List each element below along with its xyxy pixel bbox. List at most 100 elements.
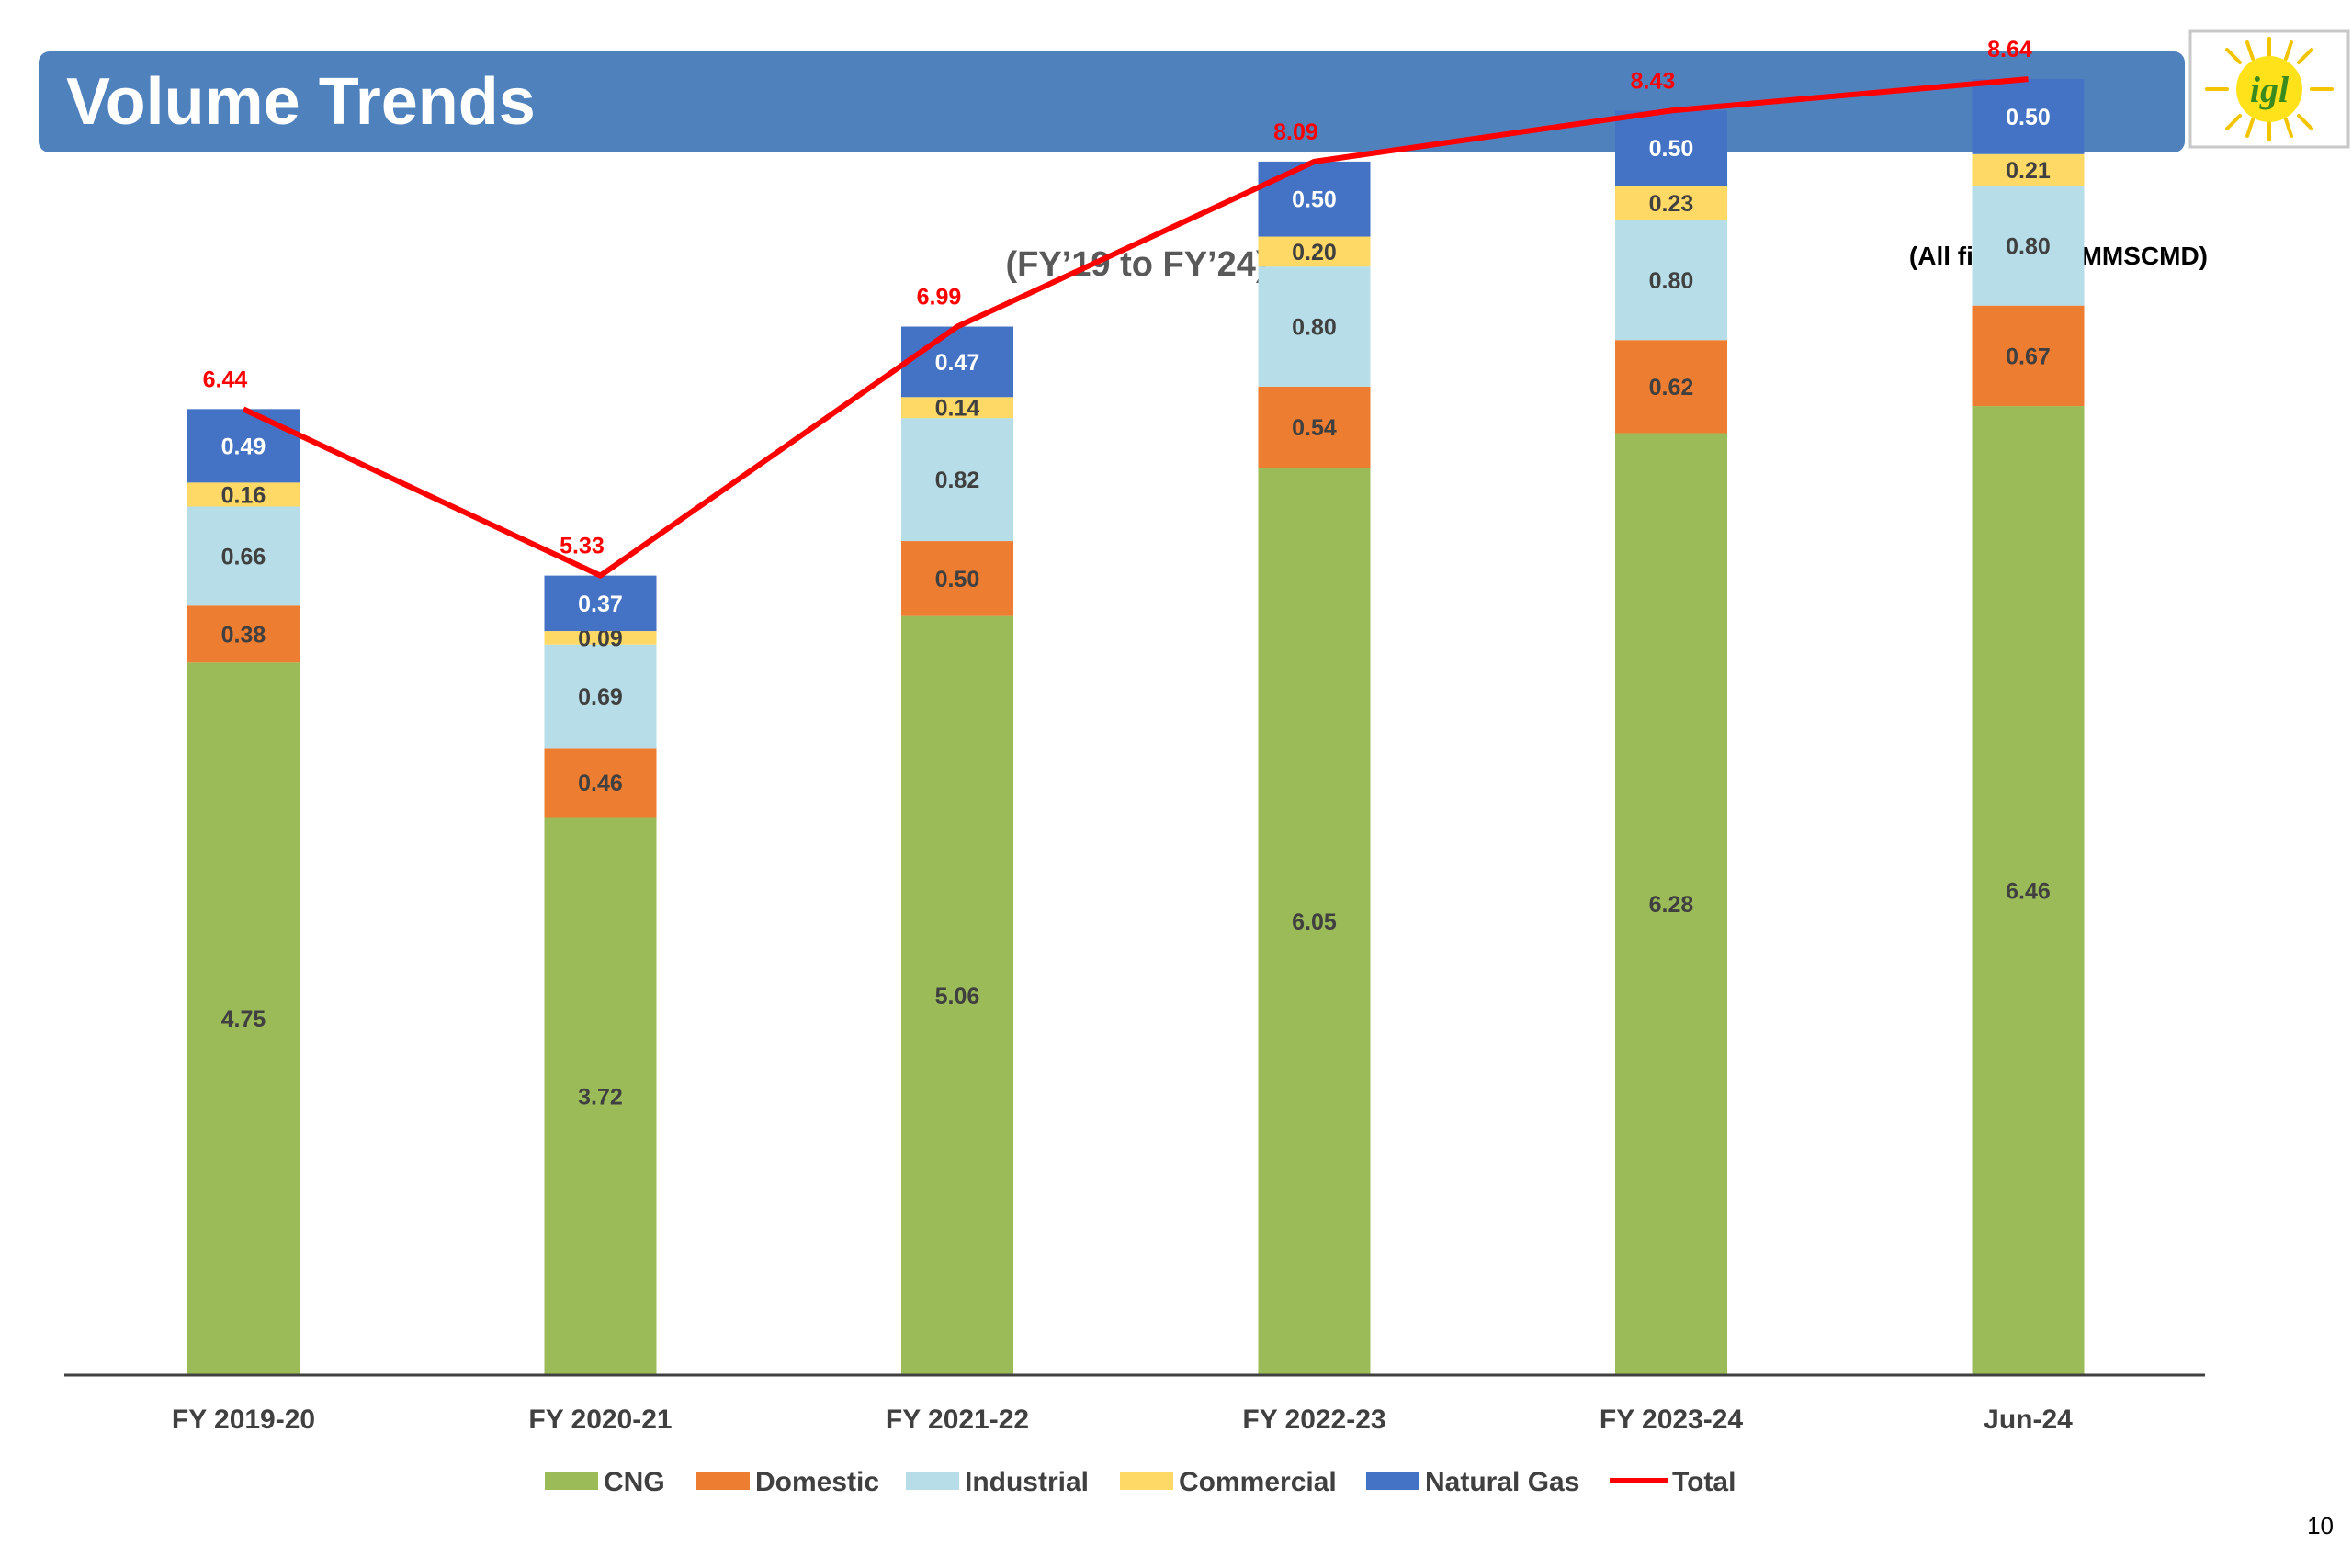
data-label-domestic-jun-24: 0.67 [2006, 344, 2051, 369]
total-label-fy-2021-22: 6.99 [917, 285, 962, 310]
bar-cng-jun-24 [1972, 406, 2085, 1375]
legend-item-industrial: Industrial [906, 1467, 1089, 1497]
bar-natural-gas-fy-2023-24 [1615, 110, 1727, 186]
data-label-cng-jun-24: 6.46 [2006, 879, 2051, 905]
bar-industrial-fy-2019-20 [187, 506, 300, 606]
bar-stack-fy-2022-23: 6.05 0.54 0.80 0.20 0.50 [1258, 161, 1371, 1375]
data-label-cng-fy-2022-23: 6.05 [1292, 909, 1337, 935]
legend-item-natural-gas: Natural Gas [1366, 1467, 1579, 1497]
bar-domestic-fy-2022-23 [1258, 386, 1371, 468]
bar-natural-gas-fy-2022-23 [1258, 161, 1371, 237]
legend-swatch-industrial [906, 1472, 959, 1490]
bar-natural-gas-jun-24 [1972, 79, 2085, 154]
bar-domestic-fy-2020-21 [544, 748, 657, 818]
bar-commercial-fy-2021-22 [901, 397, 1013, 419]
data-label-natural-gas-fy-2022-23: 0.50 [1292, 187, 1337, 213]
legend-label-cng: CNG [604, 1467, 665, 1497]
legend-item-cng: CNG [545, 1467, 665, 1497]
bar-domestic-fy-2023-24 [1615, 340, 1727, 434]
bar-stack-fy-2021-22: 5.06 0.50 0.82 0.14 0.47 [901, 326, 1013, 1375]
total-label-fy-2022-23: 8.09 [1273, 119, 1318, 145]
bar-domestic-fy-2019-20 [187, 605, 300, 663]
data-label-commercial-fy-2023-24: 0.23 [1649, 191, 1694, 217]
data-label-natural-gas-fy-2020-21: 0.37 [578, 592, 623, 617]
data-label-commercial-fy-2022-23: 0.20 [1292, 240, 1337, 265]
legend-item-total: Total [1610, 1467, 1736, 1497]
total-label-fy-2019-20: 6.44 [203, 367, 248, 392]
data-label-commercial-jun-24: 0.21 [2006, 158, 2051, 184]
legend-label-industrial: Industrial [965, 1467, 1089, 1497]
data-label-commercial-fy-2019-20: 0.16 [221, 482, 266, 508]
data-label-domestic-fy-2021-22: 0.50 [935, 567, 980, 592]
data-label-commercial-fy-2021-22: 0.14 [935, 396, 980, 422]
total-line [242, 76, 2029, 579]
x-tick-label-jun-24: Jun-24 [1984, 1404, 2073, 1435]
sun-rays [2205, 37, 2334, 141]
x-tick-label-fy-2020-21: FY 2020-21 [528, 1404, 672, 1435]
legend-label-domestic: Domestic [755, 1467, 879, 1497]
data-label-industrial-jun-24: 0.80 [2006, 233, 2051, 259]
page-number: 10 [2307, 1512, 2334, 1540]
sun-disc [2236, 56, 2302, 122]
legend-swatch-domestic [696, 1472, 750, 1490]
data-label-industrial-fy-2023-24: 0.80 [1649, 268, 1694, 294]
igl-logo: igl [2188, 29, 2350, 149]
bar-stack-fy-2019-20: 4.75 0.38 0.66 0.16 0.49 [187, 409, 300, 1375]
logo-text: igl [2250, 69, 2290, 110]
x-tick-label-fy-2022-23: FY 2022-23 [1242, 1404, 1385, 1435]
bar-stack-jun-24: 6.46 0.67 0.80 0.21 0.50 [1972, 79, 2085, 1375]
bar-industrial-fy-2021-22 [901, 418, 1013, 542]
legend-swatch-cng [545, 1472, 598, 1490]
bar-natural-gas-fy-2021-22 [901, 326, 1013, 398]
total-line-layer: 6.44 5.33 6.99 8.09 8.43 8.64 [203, 37, 2032, 579]
bar-cng-fy-2019-20 [187, 662, 300, 1375]
data-label-industrial-fy-2019-20: 0.66 [221, 544, 266, 570]
legend-label-total: Total [1672, 1467, 1736, 1497]
data-label-domestic-fy-2022-23: 0.54 [1292, 415, 1337, 441]
x-tick-label-fy-2023-24: FY 2023-24 [1600, 1404, 1744, 1435]
bar-cng-fy-2023-24 [1615, 433, 1727, 1375]
legend-label-commercial: Commercial [1179, 1467, 1337, 1497]
bar-domestic-fy-2021-22 [901, 541, 1013, 616]
data-label-industrial-fy-2022-23: 0.80 [1292, 315, 1337, 341]
bar-stack-fy-2023-24: 6.28 0.62 0.80 0.23 0.50 [1615, 110, 1727, 1375]
data-label-cng-fy-2021-22: 5.06 [935, 984, 980, 1010]
data-label-natural-gas-jun-24: 0.50 [2006, 105, 2051, 130]
data-label-domestic-fy-2019-20: 0.38 [221, 622, 266, 648]
data-label-industrial-fy-2020-21: 0.69 [578, 684, 623, 710]
legend: CNG Domestic Industrial Commercial Natural G… [545, 1467, 1736, 1497]
bar-industrial-jun-24 [1972, 186, 2085, 306]
legend-swatch-commercial [1120, 1472, 1173, 1490]
total-label-fy-2023-24: 8.43 [1631, 68, 1676, 94]
igl-logo-graphic: igl [2188, 29, 2350, 149]
bar-commercial-fy-2023-24 [1615, 186, 1727, 220]
data-label-cng-fy-2023-24: 6.28 [1649, 892, 1694, 918]
legend-swatch-natural-gas [1366, 1472, 1419, 1490]
bar-commercial-fy-2019-20 [187, 482, 300, 507]
bar-industrial-fy-2022-23 [1258, 266, 1371, 387]
bar-cng-fy-2022-23 [1258, 468, 1371, 1375]
bar-commercial-fy-2022-23 [1258, 236, 1371, 267]
data-label-natural-gas-fy-2019-20: 0.49 [221, 434, 266, 459]
bar-cng-fy-2021-22 [901, 615, 1013, 1375]
x-tick-label-fy-2021-22: FY 2021-22 [886, 1404, 1029, 1435]
bar-stack-fy-2020-21: 3.720.460.690.090.37 [544, 575, 657, 1375]
legend-item-commercial: Commercial [1120, 1467, 1337, 1497]
bar-industrial-fy-2020-21 [544, 644, 657, 749]
chart-title: (FY’19 to FY’24) [1005, 245, 1267, 284]
total-label-fy-2020-21: 5.33 [560, 534, 605, 559]
bar-natural-gas-fy-2020-21 [544, 575, 657, 632]
bar-commercial-fy-2020-21 [544, 631, 657, 645]
data-label-natural-gas-fy-2021-22: 0.47 [935, 350, 980, 376]
x-tick-label-fy-2019-20: FY 2019-20 [172, 1404, 315, 1435]
data-label-industrial-fy-2021-22: 0.82 [935, 468, 980, 493]
data-label-cng-fy-2020-21: 3.72 [578, 1084, 623, 1110]
legend-item-domestic: Domestic [696, 1467, 879, 1497]
bar-industrial-fy-2023-24 [1615, 220, 1727, 341]
total-label-jun-24: 8.64 [1987, 37, 2032, 62]
data-label-domestic-fy-2020-21: 0.46 [578, 771, 623, 796]
bar-layer: 4.750.380.660.160.493.720.460.690.090.37… [187, 79, 2085, 1375]
title-bar: Volume Trends [39, 51, 2185, 152]
bar-commercial-jun-24 [1972, 153, 2085, 186]
